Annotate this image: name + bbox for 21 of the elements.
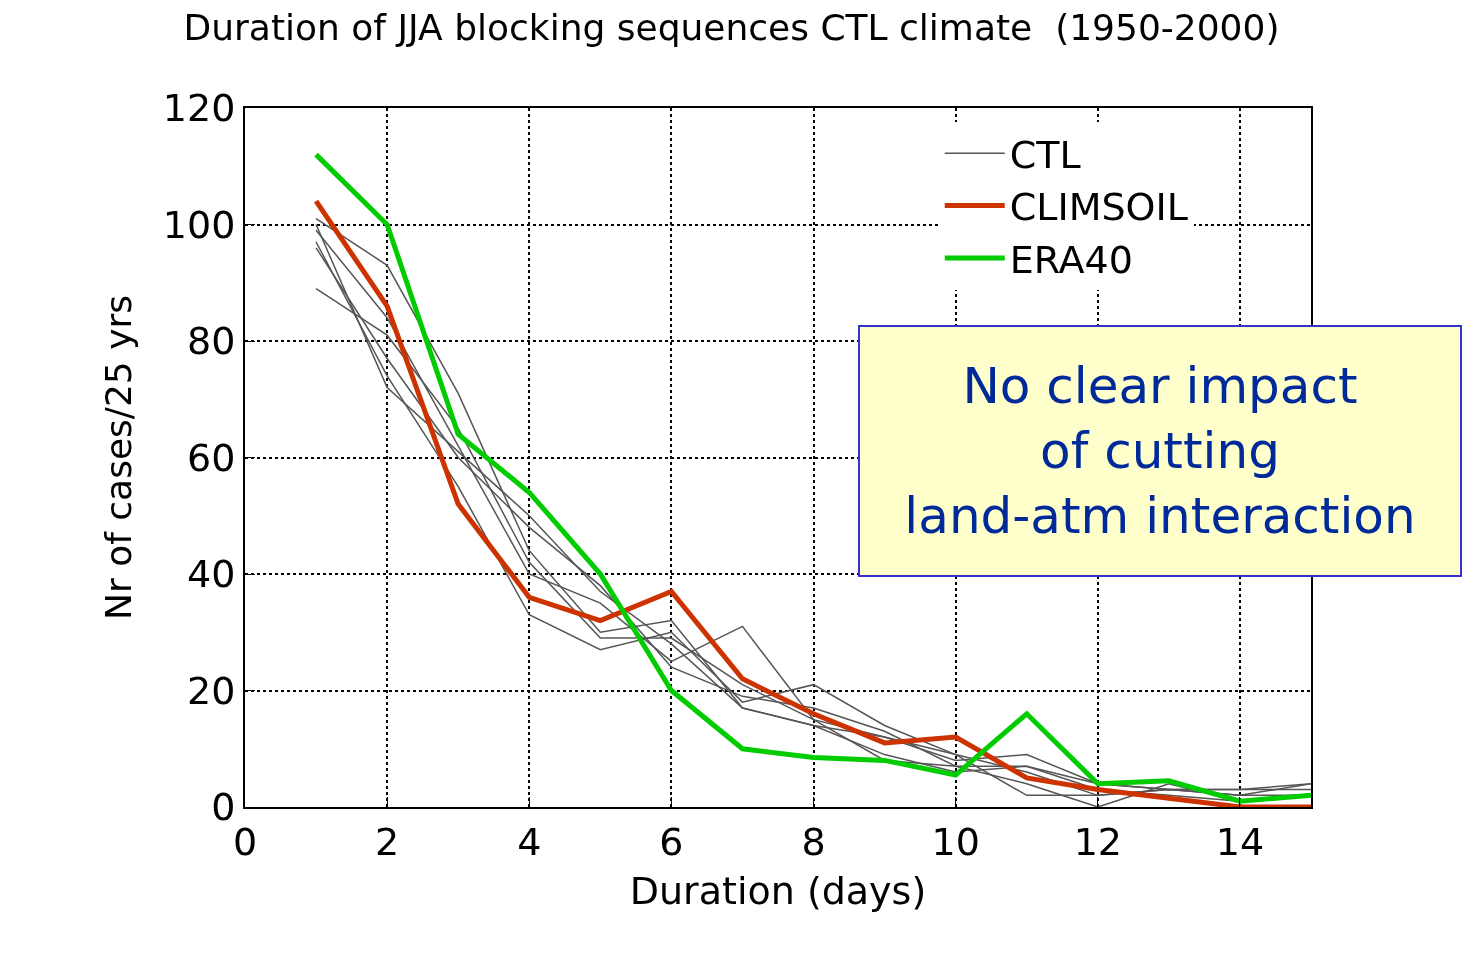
- y-tick-label: 0: [211, 785, 236, 830]
- y-tick-label: 120: [162, 86, 236, 131]
- legend-label: CLIMSOIL: [1009, 185, 1188, 230]
- y-tick-label: 60: [187, 435, 236, 480]
- x-tick-label: 4: [517, 819, 542, 864]
- x-tick-label: 14: [1215, 819, 1265, 864]
- y-tick-label: 20: [187, 668, 236, 713]
- legend-label: CTL: [1009, 133, 1081, 177]
- x-tick-label: 8: [801, 819, 826, 864]
- y-tick-label: 80: [187, 319, 236, 364]
- x-tick-label: 10: [931, 819, 980, 864]
- y-axis-title: Nr of cases/25 yrs: [98, 294, 140, 621]
- x-tick-label: 2: [375, 819, 400, 864]
- annotation: No clear impact of cutting land-atm interaction: [904, 357, 1416, 545]
- y-tick-label: 40: [187, 552, 236, 597]
- x-tick-label: 12: [1073, 819, 1122, 864]
- legend-label: ERA40: [1009, 237, 1133, 282]
- chart-title: Duration of JJA blocking sequences CTL climate (1950-2000): [183, 6, 1280, 48]
- x-axis-title: Duration (days): [629, 869, 927, 914]
- y-tick-label: 100: [162, 202, 236, 247]
- x-tick-label: 6: [659, 819, 684, 864]
